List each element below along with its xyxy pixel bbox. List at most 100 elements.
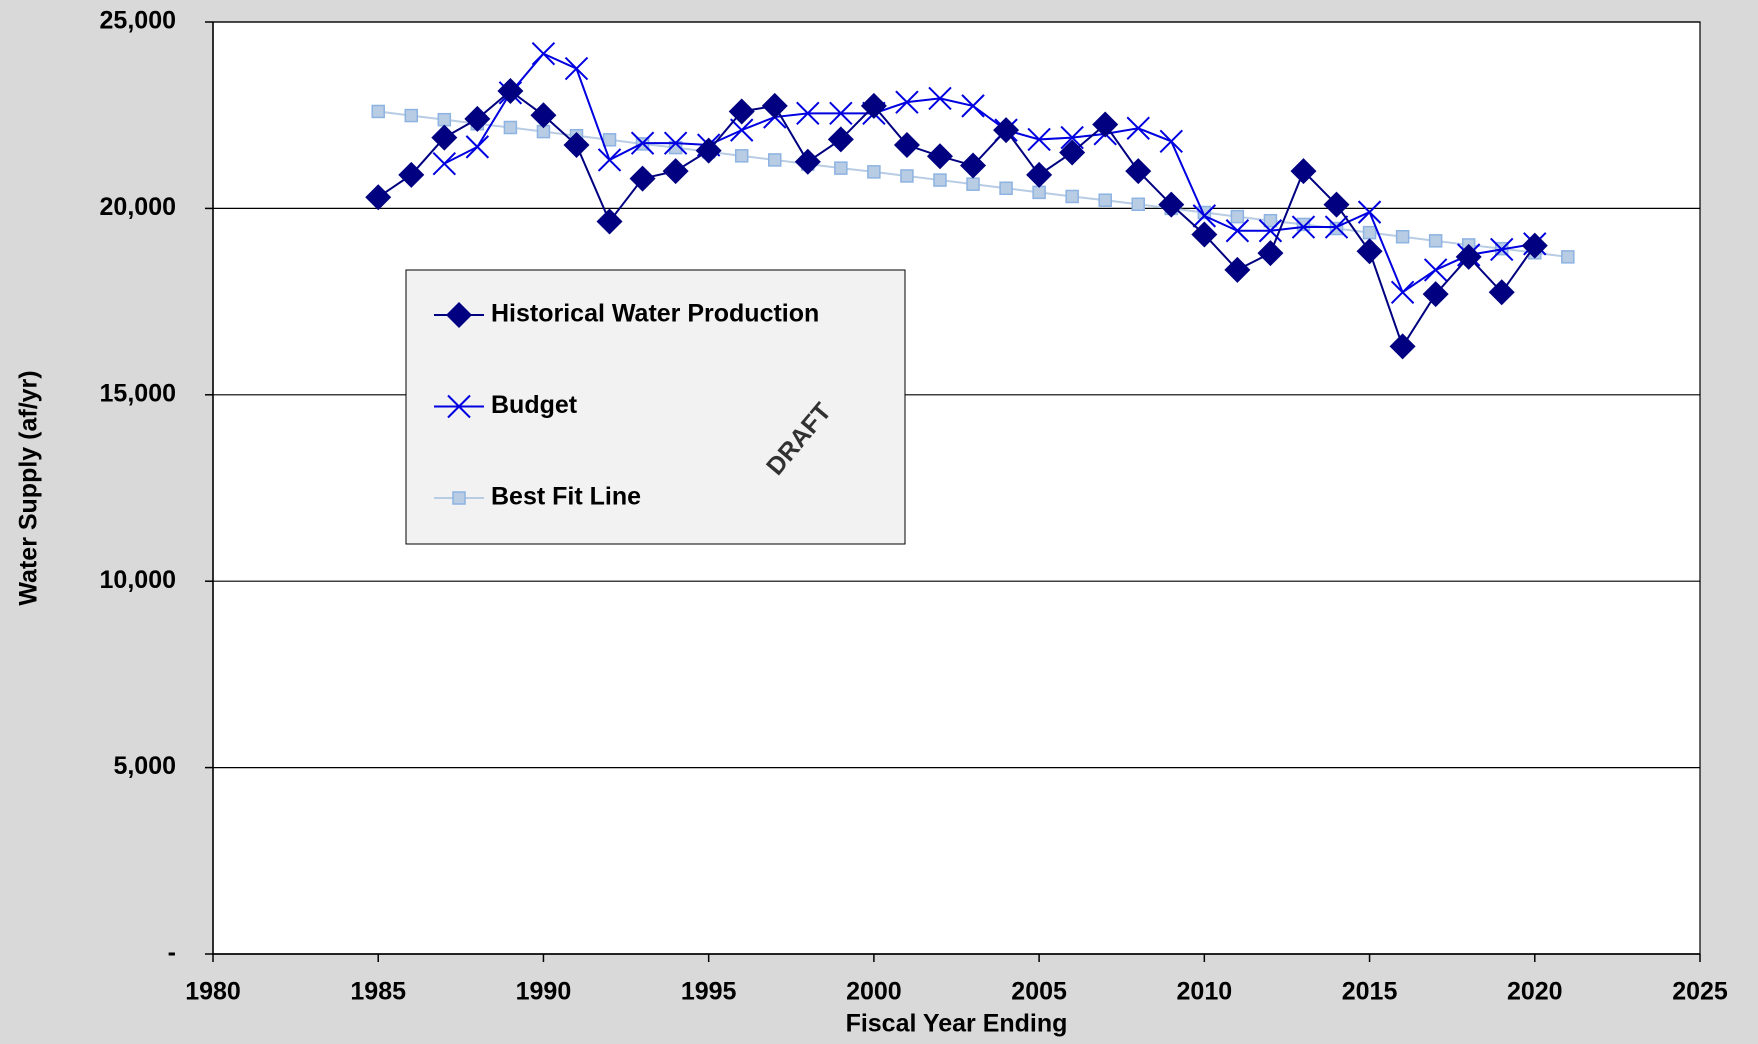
legend-label: Budget xyxy=(491,391,578,419)
y-tick-label: 5,000 xyxy=(113,752,176,780)
marker xyxy=(1357,200,1382,224)
marker xyxy=(960,152,987,179)
marker xyxy=(794,148,821,175)
marker xyxy=(1428,234,1443,248)
marker xyxy=(1125,158,1152,185)
marker xyxy=(1126,116,1150,140)
marker xyxy=(404,108,419,123)
marker xyxy=(1291,215,1316,239)
marker xyxy=(1455,243,1482,270)
marker xyxy=(437,112,452,127)
marker xyxy=(1324,215,1349,239)
marker xyxy=(1131,197,1145,212)
marker xyxy=(530,102,557,129)
x-tick-label: 2020 xyxy=(1507,978,1563,1006)
marker xyxy=(893,132,920,159)
marker xyxy=(695,137,722,164)
marker xyxy=(1191,221,1218,248)
y-tick-label: 25,000 xyxy=(100,7,176,35)
marker xyxy=(1389,333,1416,360)
marker xyxy=(1390,280,1415,304)
marker xyxy=(465,135,490,159)
marker xyxy=(447,394,471,419)
legend-box xyxy=(405,269,906,545)
marker xyxy=(1296,217,1311,232)
marker xyxy=(371,104,385,119)
x-tick-label: 1995 xyxy=(681,978,737,1006)
x-tick-label: 2000 xyxy=(846,978,902,1006)
marker xyxy=(668,140,683,155)
marker xyxy=(1356,238,1383,265)
marker xyxy=(1488,279,1515,306)
marker xyxy=(629,165,656,192)
x-tick-label: 1985 xyxy=(350,978,406,1006)
marker xyxy=(497,77,524,104)
y-tick-label: 15,000 xyxy=(100,379,176,407)
marker xyxy=(1263,213,1278,228)
marker xyxy=(365,184,392,211)
y-axis-title: Water Supply (af/yr) xyxy=(15,370,43,605)
marker xyxy=(1257,240,1284,267)
marker xyxy=(900,169,914,183)
marker xyxy=(1561,250,1575,264)
marker xyxy=(761,92,788,119)
marker xyxy=(1521,232,1548,259)
plot-border xyxy=(212,21,1701,955)
x-tick-label: 2025 xyxy=(1672,978,1728,1006)
marker xyxy=(728,98,755,125)
marker xyxy=(999,181,1013,196)
marker xyxy=(829,101,853,126)
marker xyxy=(1423,258,1448,282)
marker xyxy=(1159,129,1183,154)
marker xyxy=(596,208,623,235)
x-tick-label: 2005 xyxy=(1011,978,1067,1006)
x-tick-label: 2015 xyxy=(1342,978,1398,1006)
y-tick-label: 10,000 xyxy=(100,566,176,594)
x-axis-title: Fiscal Year Ending xyxy=(846,1010,1068,1038)
marker xyxy=(1059,139,1086,166)
marker xyxy=(1098,193,1112,207)
marker xyxy=(867,165,881,179)
marker xyxy=(464,105,491,132)
marker xyxy=(961,94,985,118)
marker xyxy=(1225,219,1250,243)
marker xyxy=(432,151,457,176)
marker xyxy=(1192,204,1217,228)
marker xyxy=(563,132,590,159)
y-tick-label: - xyxy=(168,939,176,967)
marker xyxy=(663,131,688,155)
marker xyxy=(1060,125,1084,150)
marker xyxy=(398,161,425,188)
marker xyxy=(1092,111,1119,138)
marker xyxy=(1490,237,1514,262)
marker xyxy=(446,302,472,328)
marker xyxy=(1065,189,1079,204)
marker xyxy=(1230,209,1245,224)
marker xyxy=(531,41,556,66)
legend-label: Best Fit Line xyxy=(491,483,641,511)
x-tick-label: 1990 xyxy=(516,978,572,1006)
marker xyxy=(1032,185,1046,200)
legend-label: Historical Water Production xyxy=(491,300,819,328)
marker xyxy=(564,56,589,81)
marker xyxy=(1158,191,1185,218)
marker xyxy=(926,143,953,170)
series-line xyxy=(443,52,1535,294)
marker xyxy=(796,101,820,126)
marker xyxy=(452,491,466,505)
marker xyxy=(1224,256,1251,283)
marker xyxy=(1026,161,1053,188)
marker xyxy=(630,131,655,155)
marker xyxy=(1362,225,1377,240)
marker xyxy=(993,117,1020,144)
marker xyxy=(503,120,518,135)
y-tick-label: 20,000 xyxy=(100,193,176,221)
marker xyxy=(597,148,622,172)
marker xyxy=(834,161,848,175)
marker xyxy=(1395,229,1410,244)
marker xyxy=(1323,191,1350,218)
marker xyxy=(431,124,458,151)
x-tick-label: 1980 xyxy=(185,978,241,1006)
marker xyxy=(895,90,919,114)
